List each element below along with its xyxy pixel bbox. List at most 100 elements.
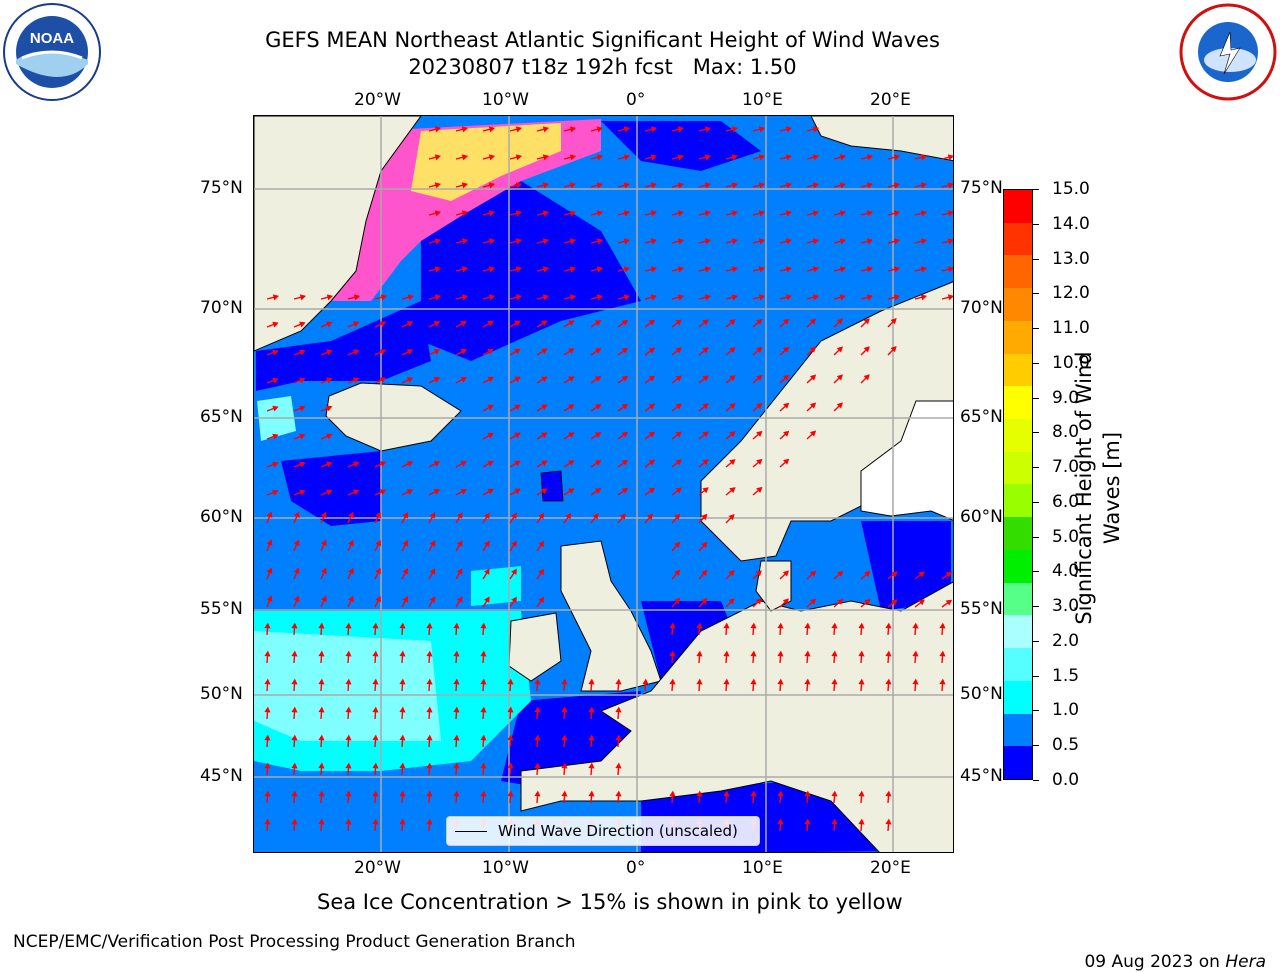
lon-label-top-20w: 20°W	[354, 90, 401, 110]
lon-label-top-10e: 10°E	[742, 90, 783, 110]
wind-wave-arrowhead	[461, 182, 469, 189]
map-legend: Wind Wave Direction (unscaled)	[446, 816, 760, 846]
wind-wave-arrowhead	[621, 375, 629, 382]
wind-wave-arrowhead	[701, 569, 708, 577]
wind-wave-arrowhead	[758, 266, 766, 273]
wind-wave-arrowhead	[592, 513, 599, 520]
colorbar-step	[1004, 353, 1032, 387]
footer-credit: NCEP/EMC/Verification Post Processing Pr…	[13, 932, 576, 952]
wind-wave-arrowhead	[596, 182, 604, 189]
wind-wave-arrowhead	[723, 622, 730, 629]
wind-wave-arrowhead	[648, 319, 656, 326]
wind-wave-arrowhead	[291, 762, 298, 769]
wind-wave-arrowhead	[893, 154, 901, 161]
map-canvas	[254, 116, 953, 852]
colorbar	[1003, 189, 1033, 780]
lat-label-right-55n: 55°N	[960, 599, 1003, 619]
wind-wave-arrowhead	[702, 459, 709, 466]
graticule	[254, 116, 953, 852]
wind-wave-arrowhead	[511, 568, 517, 576]
wind-wave-arrowhead	[569, 238, 577, 245]
wind-wave-arrowhead	[320, 511, 327, 519]
wind-wave-arrowhead	[299, 377, 306, 384]
wind-wave-arrowhead	[299, 405, 306, 412]
wind-wave-arrowhead	[460, 321, 467, 327]
wind-wave-arrowhead	[515, 126, 523, 133]
wind-wave-arrows	[264, 126, 953, 832]
colorbar-tick-label: 7.0	[1052, 457, 1080, 478]
wind-wave-arrowhead	[541, 460, 548, 467]
colorbar-step	[1004, 190, 1032, 223]
wind-wave-arrowhead	[453, 762, 460, 769]
wind-wave-arrowhead	[674, 569, 681, 576]
wind-wave-arrowhead	[804, 790, 811, 797]
wind-wave-arrowhead	[402, 568, 408, 575]
wind-wave-arrowhead	[299, 461, 306, 468]
wind-wave-arrowhead	[785, 154, 793, 161]
wind-wave-arrowhead	[920, 182, 928, 189]
wind-wave-arrowhead	[783, 430, 790, 437]
wind-wave-arrowhead	[264, 762, 271, 769]
colorbar-tick-label: 12.0	[1052, 283, 1090, 304]
wind-wave-arrowhead	[650, 182, 658, 189]
colorbar-step	[1004, 320, 1032, 354]
wind-wave-arrowhead	[460, 377, 467, 383]
wind-wave-arrowhead	[514, 432, 521, 439]
wind-wave-arrowhead	[731, 182, 739, 189]
wind-wave-arrowhead	[542, 238, 550, 245]
wind-wave-arrowhead	[453, 678, 460, 685]
wind-wave-arrowhead	[434, 154, 442, 161]
wind-wave-arrowhead	[621, 347, 629, 354]
wind-wave-arrowhead	[507, 790, 514, 797]
legend-label: Wind Wave Direction (unscaled)	[498, 822, 738, 840]
ocean-low-patch-norwegian	[421, 181, 641, 361]
wind-wave-arrowhead	[615, 678, 622, 685]
wind-wave-arrowhead	[507, 678, 514, 685]
wind-wave-arrowhead	[650, 126, 658, 133]
wind-wave-arrowhead	[783, 346, 790, 353]
wind-wave-arrowhead	[561, 762, 568, 769]
wind-wave-arrowhead	[701, 513, 708, 521]
wind-wave-arrowhead	[785, 294, 793, 301]
wind-wave-arrowhead	[483, 512, 490, 519]
wind-wave-arrowhead	[453, 790, 460, 797]
wind-wave-arrowhead	[426, 818, 433, 825]
wind-wave-arrowhead	[561, 734, 568, 741]
wind-wave-arrowhead	[812, 182, 820, 189]
wind-wave-arrowhead	[785, 210, 793, 217]
wind-wave-arrowhead	[918, 599, 925, 606]
wind-wave-arrowhead	[623, 210, 631, 217]
wind-wave-arrowhead	[650, 266, 658, 273]
wind-wave-arrowhead	[804, 622, 811, 629]
noaa-logo: NOAA	[2, 2, 102, 102]
wind-wave-arrowhead	[514, 460, 521, 467]
wind-wave-arrowhead	[320, 595, 327, 603]
wind-wave-arrowhead	[642, 678, 649, 685]
wind-wave-arrowhead	[675, 487, 682, 494]
colorbar-tick	[1033, 397, 1039, 399]
wind-wave-arrowhead	[588, 706, 595, 713]
wind-wave-arrowhead	[320, 567, 327, 575]
wind-wave-arrowhead	[429, 596, 436, 603]
wind-wave-arrowhead	[299, 489, 306, 496]
wind-wave-arrowhead	[291, 678, 298, 685]
lon-label-bottom-10e: 10°E	[742, 858, 783, 878]
wind-wave-arrowhead	[812, 210, 820, 217]
colorbar-step	[1004, 549, 1032, 583]
wind-wave-arrowhead	[758, 210, 766, 217]
ocean-low-patch-baltic	[861, 521, 951, 611]
wind-wave-arrowhead	[272, 461, 279, 468]
wind-wave-arrowhead	[669, 678, 676, 685]
wind-wave-arrowhead	[456, 512, 463, 519]
wind-wave-arrowhead	[750, 650, 757, 657]
colorbar-tick	[1033, 710, 1039, 712]
wind-wave-arrowhead	[318, 762, 325, 769]
wind-wave-arrowhead	[326, 433, 333, 440]
wind-wave-arrowhead	[947, 294, 953, 301]
wind-wave-arrowhead	[723, 678, 730, 685]
wind-wave-arrowhead	[352, 377, 360, 384]
wind-wave-arrowhead	[568, 376, 575, 382]
wind-wave-arrowhead	[858, 650, 865, 657]
wind-wave-arrowhead	[755, 570, 762, 577]
wind-wave-arrowhead	[542, 294, 550, 301]
